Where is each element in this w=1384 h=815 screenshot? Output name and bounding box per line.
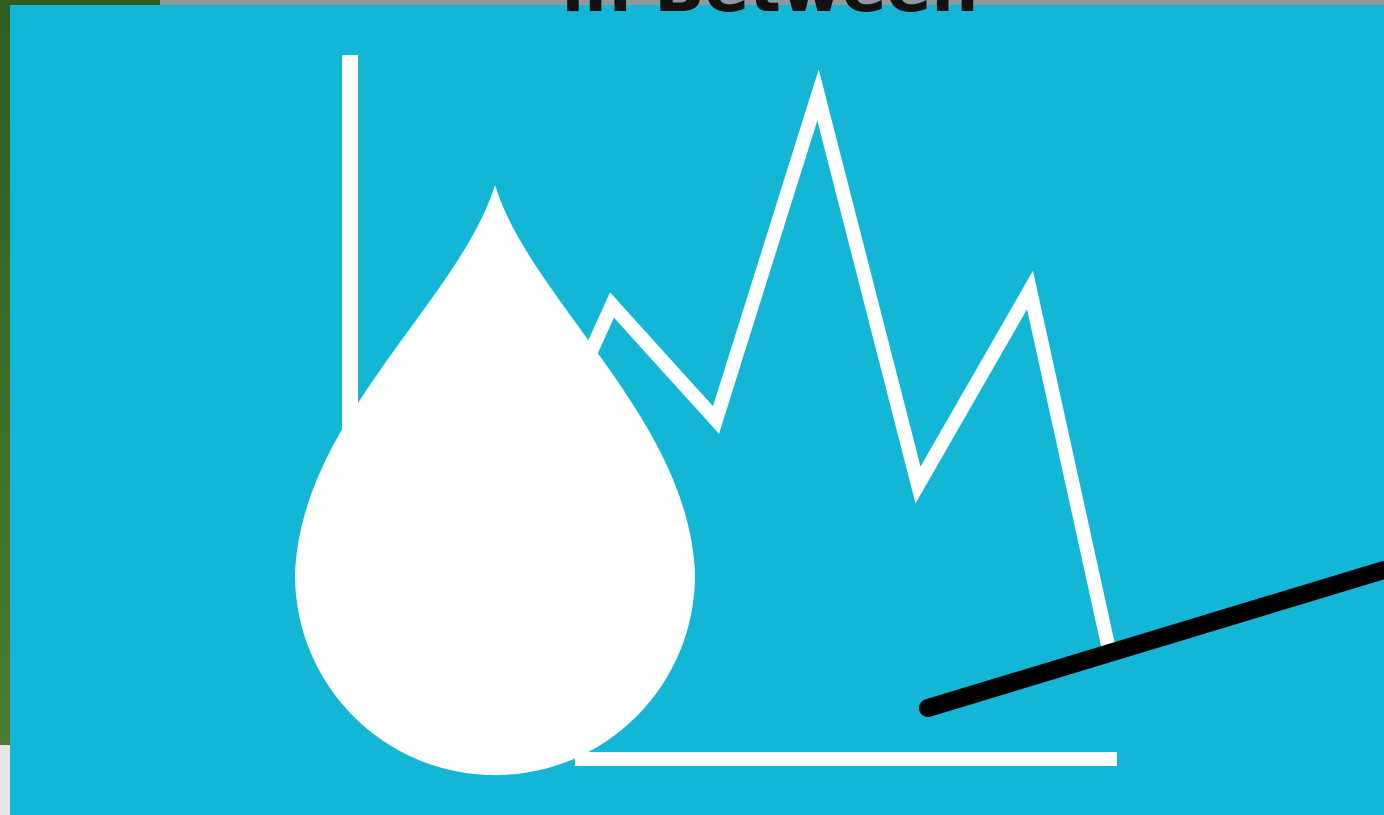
background-strip bbox=[160, 0, 1384, 6]
title: in Between bbox=[0, 0, 1384, 22]
pointer-line bbox=[919, 561, 1384, 717]
zigzag-line bbox=[581, 69, 1115, 647]
icon-panel bbox=[10, 5, 1384, 815]
water-drop bbox=[295, 185, 696, 776]
